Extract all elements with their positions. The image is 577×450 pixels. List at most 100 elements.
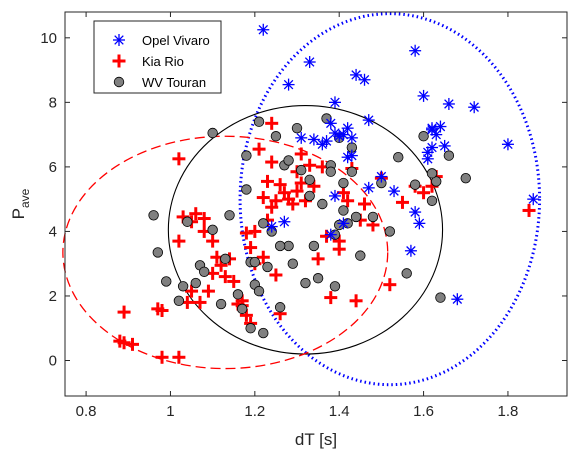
point-opel-vivaro-44 <box>295 131 308 144</box>
point-kia-rio-13 <box>193 295 207 309</box>
point-wv-touran-52 <box>443 150 455 161</box>
point-opel-vivaro-28 <box>426 123 439 136</box>
point-kia-rio-50 <box>417 186 431 200</box>
point-wv-touran-30 <box>308 240 320 252</box>
point-opel-vivaro-37 <box>324 228 337 241</box>
point-opel-vivaro-24 <box>438 139 451 152</box>
point-kia-rio-69 <box>332 242 346 256</box>
point-opel-vivaro-21 <box>442 97 455 110</box>
point-wv-touran-0 <box>148 210 159 221</box>
x-tick-label: 1.8 <box>498 403 519 420</box>
point-opel-vivaro-34 <box>362 181 375 194</box>
legend-label-opel-vivaro: Opel Vivaro <box>142 33 210 48</box>
series-kia-rio <box>113 116 536 364</box>
point-opel-vivaro-4 <box>358 73 371 86</box>
point-wv-touran-42 <box>367 211 379 223</box>
point-kia-rio-73 <box>218 270 232 284</box>
point-wv-touran-41 <box>355 250 366 261</box>
point-wv-touran-26 <box>291 122 303 134</box>
legend-marker-kia-rio <box>112 54 126 68</box>
point-wv-touran-45 <box>393 152 404 163</box>
point-opel-vivaro-15 <box>307 133 320 146</box>
point-wv-touran-69 <box>241 150 252 161</box>
axes-layer: 0.8 1 1.2 1.4 1.6 1.8 0 2 4 6 8 10 <box>40 12 567 420</box>
y-axis-label: Pave <box>9 188 32 219</box>
point-wv-touran-61 <box>177 281 189 292</box>
point-wv-touran-29 <box>304 174 315 185</box>
point-kia-rio-2 <box>125 337 139 351</box>
point-kia-rio-29 <box>269 268 283 282</box>
point-kia-rio-58 <box>239 226 253 240</box>
point-kia-rio-65 <box>286 197 300 211</box>
legend-item-wv-touran: WV Touran <box>113 75 206 90</box>
point-opel-vivaro-16 <box>328 189 341 202</box>
point-wv-touran-54 <box>426 168 438 179</box>
point-opel-vivaro-41 <box>341 151 354 164</box>
y-tick-label: 10 <box>40 30 57 47</box>
y-tick-label: 2 <box>49 288 57 305</box>
y-tick-label: 0 <box>49 353 57 370</box>
point-wv-touran-60 <box>215 298 227 310</box>
point-opel-vivaro-32 <box>409 206 422 219</box>
legend: Opel Vivaro Kia Rio WV Touran <box>93 20 222 94</box>
point-wv-touran-13 <box>241 184 252 195</box>
legend-marker-opel-vivaro <box>113 34 125 46</box>
point-kia-rio-61 <box>206 234 220 248</box>
point-kia-rio-63 <box>227 274 241 288</box>
point-wv-touran-19 <box>262 261 273 273</box>
point-wv-touran-9 <box>220 253 231 265</box>
point-kia-rio-3 <box>117 336 131 350</box>
point-wv-touran-32 <box>317 198 328 210</box>
point-opel-vivaro-38 <box>278 215 291 228</box>
x-axis-label: dT [s] <box>295 430 337 449</box>
point-opel-vivaro-1 <box>303 56 316 69</box>
point-opel-vivaro-33 <box>413 217 426 230</box>
point-wv-touran-68 <box>258 327 269 339</box>
point-wv-touran-65 <box>325 166 336 177</box>
point-kia-rio-12 <box>189 207 203 221</box>
plot-frame <box>64 11 568 397</box>
point-wv-touran-55 <box>329 281 341 292</box>
point-opel-vivaro-13 <box>362 114 375 127</box>
point-kia-rio-48 <box>395 195 409 209</box>
x-tick-label: 1.4 <box>329 403 350 420</box>
series-opel-vivaro <box>257 23 540 306</box>
point-wv-touran-1 <box>152 247 164 258</box>
y-axis-label-sub: ave <box>18 188 32 208</box>
x-tick-label: 1.2 <box>244 403 265 420</box>
point-wv-touran-39 <box>346 166 358 177</box>
point-kia-rio-53 <box>522 203 536 217</box>
point-wv-touran-15 <box>249 256 261 268</box>
point-wv-touran-17 <box>253 116 265 127</box>
point-kia-rio-47 <box>383 278 397 292</box>
point-wv-touran-51 <box>435 292 446 303</box>
y-tick-label: 8 <box>49 94 57 111</box>
point-kia-rio-64 <box>277 186 291 200</box>
point-wv-touran-10 <box>224 210 235 221</box>
point-opel-vivaro-17 <box>337 217 350 230</box>
point-wv-touran-5 <box>190 277 201 289</box>
point-opel-vivaro-35 <box>388 185 401 198</box>
point-kia-rio-59 <box>185 284 199 298</box>
point-wv-touran-47 <box>409 179 421 190</box>
point-opel-vivaro-36 <box>345 131 358 144</box>
point-wv-touran-21 <box>270 131 282 142</box>
point-opel-vivaro-19 <box>409 44 422 57</box>
point-wv-touran-59 <box>207 224 218 236</box>
point-kia-rio-9 <box>172 234 186 248</box>
point-kia-rio-44 <box>358 197 372 211</box>
point-kia-rio-68 <box>341 194 355 208</box>
point-wv-touran-2 <box>161 276 172 287</box>
point-wv-touran-48 <box>418 131 429 142</box>
point-wv-touran-62 <box>274 240 286 252</box>
legend-items: Opel Vivaro Kia Rio WV Touran <box>112 33 210 90</box>
point-opel-vivaro-26 <box>426 141 439 154</box>
point-opel-vivaro-27 <box>434 120 447 133</box>
point-kia-rio-14 <box>201 284 215 298</box>
point-kia-rio-36 <box>303 158 317 172</box>
point-wv-touran-31 <box>312 273 324 284</box>
legend-marker-wv-touran <box>113 76 125 88</box>
point-wv-touran-66 <box>338 205 349 216</box>
point-kia-rio-34 <box>294 176 308 190</box>
point-opel-vivaro-0 <box>257 23 270 36</box>
